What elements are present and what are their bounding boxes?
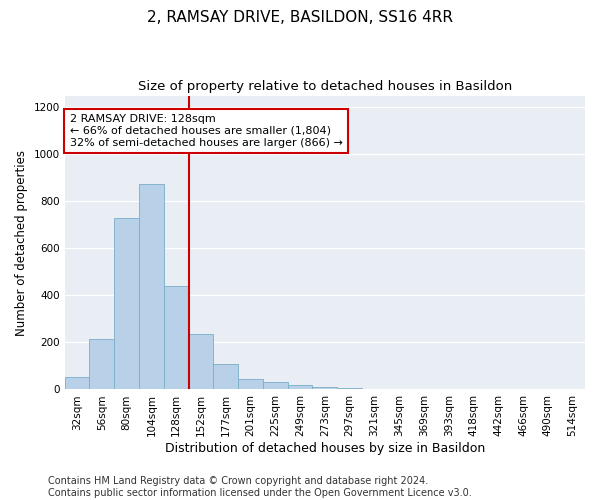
Bar (114, 218, 139, 390)
Bar (263, 382, 287, 390)
Text: 2 RAMSAY DRIVE: 128sqm
← 66% of detached houses are smaller (1,804)
32% of semi-: 2 RAMSAY DRIVE: 128sqm ← 66% of detached… (70, 114, 343, 148)
Bar (214, 364, 238, 390)
Y-axis label: Number of detached properties: Number of detached properties (15, 150, 28, 336)
Bar (139, 184, 164, 390)
Bar (65, 376, 89, 390)
Bar (188, 334, 214, 390)
Bar (362, 389, 387, 390)
Title: Size of property relative to detached houses in Basildon: Size of property relative to detached ho… (138, 80, 512, 93)
Text: 2, RAMSAY DRIVE, BASILDON, SS16 4RR: 2, RAMSAY DRIVE, BASILDON, SS16 4RR (147, 10, 453, 25)
Bar (287, 385, 313, 390)
Text: Contains HM Land Registry data © Crown copyright and database right 2024.
Contai: Contains HM Land Registry data © Crown c… (48, 476, 472, 498)
Bar (337, 388, 362, 390)
Bar (89, 339, 114, 390)
Bar (238, 379, 263, 390)
Bar (313, 386, 337, 390)
X-axis label: Distribution of detached houses by size in Basildon: Distribution of detached houses by size … (165, 442, 485, 455)
Bar (164, 286, 188, 390)
